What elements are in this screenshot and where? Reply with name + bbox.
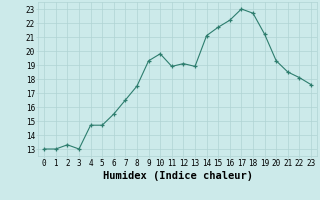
X-axis label: Humidex (Indice chaleur): Humidex (Indice chaleur) [103, 171, 252, 181]
